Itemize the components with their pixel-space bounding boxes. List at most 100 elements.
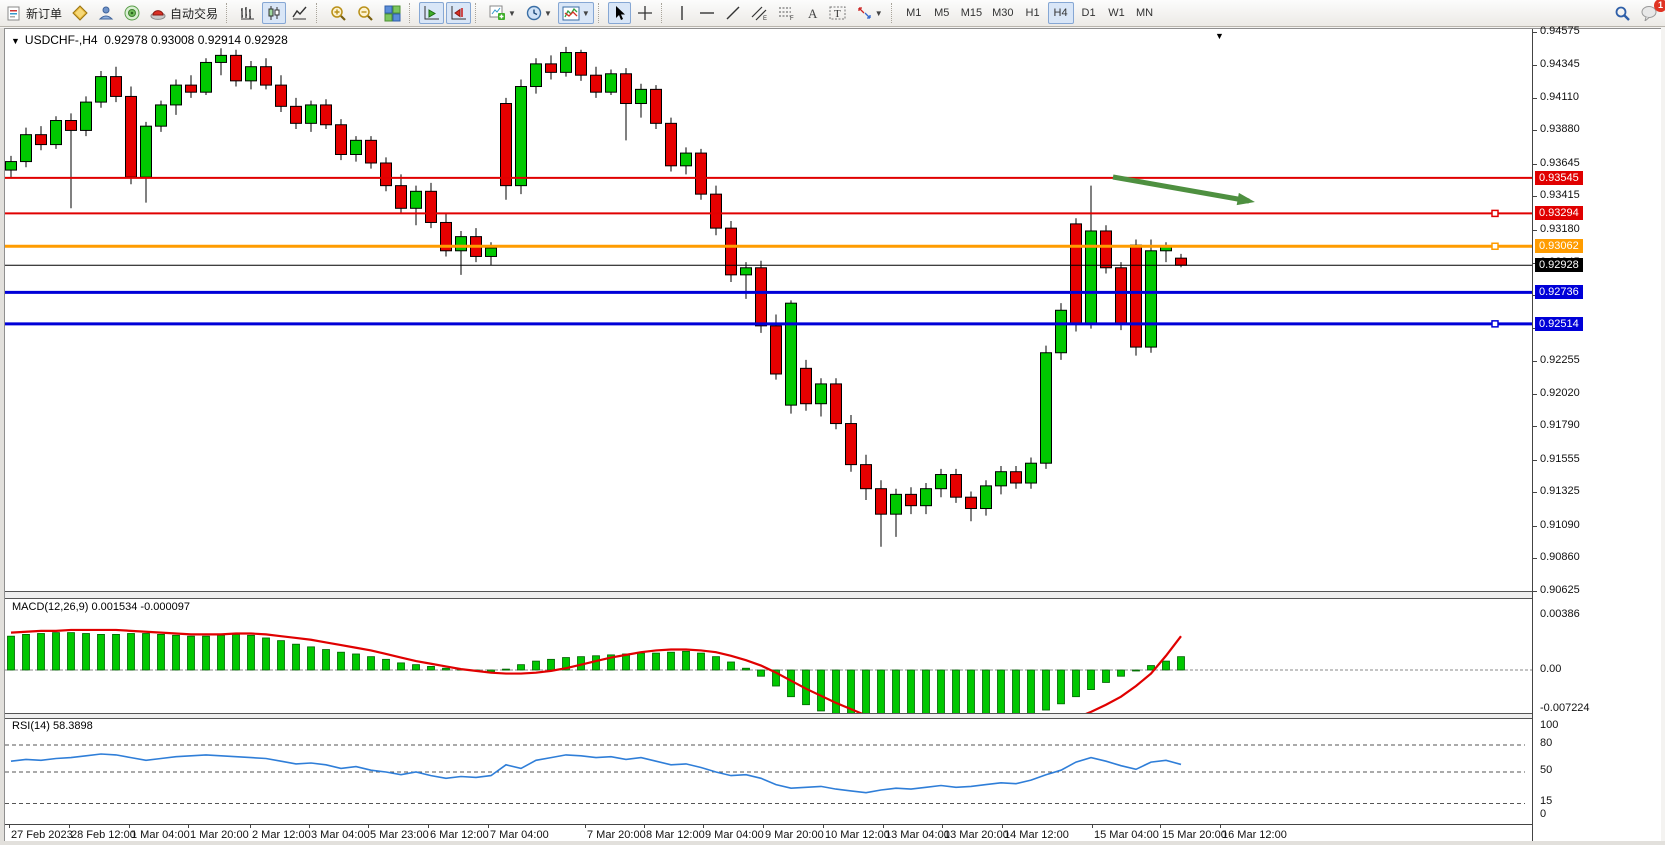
candle-body xyxy=(1070,223,1082,324)
auto-scroll-icon xyxy=(424,6,440,20)
candlestick-chart-button[interactable] xyxy=(262,2,287,24)
zoom-out-button[interactable] xyxy=(353,2,378,24)
crosshair-button[interactable] xyxy=(633,2,657,24)
time-tick-mark xyxy=(1002,825,1003,828)
price-axis-tick-label: 0.94110 xyxy=(1540,90,1579,103)
trendline-tool-button[interactable] xyxy=(721,2,745,24)
candle-body xyxy=(380,162,392,187)
new-order-button[interactable]: 新订单 xyxy=(3,2,66,24)
time-axis-label: 13 Mar 04:00 xyxy=(885,829,950,841)
candle-body xyxy=(140,125,152,178)
candle-body xyxy=(980,485,992,510)
macd-histogram-bar xyxy=(142,633,150,671)
tile-windows-button[interactable] xyxy=(380,2,405,24)
candle-body xyxy=(125,95,137,178)
time-axis-label: 9 Mar 04:00 xyxy=(705,829,764,841)
sound-broadcast-icon xyxy=(124,5,140,21)
text-tool-button[interactable]: A xyxy=(801,2,823,24)
candle-body xyxy=(1055,309,1067,354)
chart-shift-button[interactable] xyxy=(446,2,472,24)
price-line-badge: 0.93062 xyxy=(1535,239,1583,254)
macd-histogram-bar xyxy=(307,646,315,671)
timeframe-button-mn[interactable]: MN xyxy=(1135,7,1154,19)
auto-scroll-button[interactable] xyxy=(419,2,445,24)
macd-histogram-bar xyxy=(742,667,750,671)
metaeditor-button[interactable] xyxy=(68,2,92,24)
broadcast-button[interactable] xyxy=(120,2,144,24)
macd-histogram-bar xyxy=(247,634,255,671)
candle-body xyxy=(455,236,467,252)
zoom-in-button[interactable] xyxy=(326,2,351,24)
line-chart-button[interactable] xyxy=(288,2,312,24)
arrow-objects-icon xyxy=(858,7,871,19)
time-axis-label: 5 Mar 23:00 xyxy=(370,829,429,841)
fibonacci-tool-button[interactable]: F xyxy=(774,2,799,24)
macd-histogram-bar xyxy=(637,652,645,671)
autotrade-button[interactable]: 自动交易 xyxy=(146,2,222,24)
notification-count-badge: 1 xyxy=(1654,0,1665,12)
timeframe-button-m15[interactable]: M15 xyxy=(960,7,983,19)
timeframe-button-m5[interactable]: M5 xyxy=(934,7,950,19)
price-axis-tick-label: 0.92255 xyxy=(1540,353,1580,366)
candle-body xyxy=(590,74,602,93)
macd-histogram-bar xyxy=(997,669,1005,713)
rsi-indicator-pane[interactable] xyxy=(5,718,1532,825)
indicators-button[interactable]: ▼ xyxy=(557,2,594,24)
arrows-tool-button[interactable]: ▼ xyxy=(852,2,887,24)
timeframe-button-m30[interactable]: M30 xyxy=(992,7,1014,19)
text-label-tool-button[interactable]: T xyxy=(825,2,850,24)
price-tick-mark xyxy=(1533,393,1537,395)
chart-dropdown-icon[interactable]: ▼ xyxy=(11,36,20,46)
horizontal-line-tool-button[interactable] xyxy=(695,2,719,24)
main-price-chart[interactable] xyxy=(5,29,1532,592)
macd-histogram-bar xyxy=(262,637,270,671)
macd-histogram-bar xyxy=(982,669,990,713)
search-button[interactable] xyxy=(1610,2,1635,24)
timeframe-button-h4[interactable]: H4 xyxy=(1047,2,1074,24)
toolbar-separator xyxy=(475,3,481,23)
timeframe-button-w1[interactable]: W1 xyxy=(1108,7,1125,19)
vertical-line-tool-button[interactable] xyxy=(671,2,693,24)
time-tick-mark xyxy=(644,825,645,828)
candle-body xyxy=(5,161,17,171)
macd-histogram-bar xyxy=(217,634,225,671)
price-axis-tick-label: 0.93180 xyxy=(1540,222,1580,235)
clock-icon xyxy=(526,5,542,21)
macd-indicator-pane[interactable] xyxy=(5,598,1532,713)
indicator-axis-label: -0.007224 xyxy=(1540,702,1590,714)
price-axis-tick-label: 0.91555 xyxy=(1540,452,1580,465)
time-tick-mark xyxy=(763,825,764,828)
notifications-button[interactable]: 1 xyxy=(1637,0,1665,24)
macd-histogram-bar xyxy=(67,632,75,671)
timeframe-button-d1[interactable]: D1 xyxy=(1081,7,1096,19)
timeframe-button-m1[interactable]: M1 xyxy=(906,7,922,19)
toolbar-separator xyxy=(597,3,604,23)
pane-splitter[interactable] xyxy=(5,713,1532,719)
time-axis-label: 27 Feb 2023 xyxy=(11,829,73,841)
time-tick-mark xyxy=(188,825,189,828)
line-anchor-handle xyxy=(1491,209,1499,218)
time-axis-label: 8 Mar 12:00 xyxy=(646,829,705,841)
toolbar-separator xyxy=(660,3,667,23)
pane-splitter[interactable] xyxy=(5,591,1532,599)
candle-body xyxy=(110,76,122,97)
chart-shift-marker[interactable]: ▼ xyxy=(1215,31,1224,41)
profiles-button[interactable]: ▼ xyxy=(522,2,556,24)
price-tick-mark xyxy=(1533,64,1537,66)
bar-chart-button[interactable] xyxy=(236,2,260,24)
cursor-button[interactable] xyxy=(607,2,631,24)
time-axis-label: 16 Mar 12:00 xyxy=(1222,829,1287,841)
candle-body xyxy=(395,185,407,209)
candle-body xyxy=(200,61,212,93)
new-chart-button[interactable]: ▼ xyxy=(485,2,520,24)
candle-body xyxy=(155,104,167,127)
timeframe-button-h1[interactable]: H1 xyxy=(1025,7,1040,19)
channel-tool-button[interactable]: E xyxy=(747,2,772,24)
line-anchor-handle xyxy=(1491,242,1499,251)
candle-body xyxy=(80,101,92,131)
community-button[interactable] xyxy=(94,2,118,24)
candle-body xyxy=(1100,230,1112,269)
price-tick-mark xyxy=(1533,97,1537,99)
candle-body xyxy=(1010,471,1022,484)
candle-body xyxy=(230,54,242,82)
